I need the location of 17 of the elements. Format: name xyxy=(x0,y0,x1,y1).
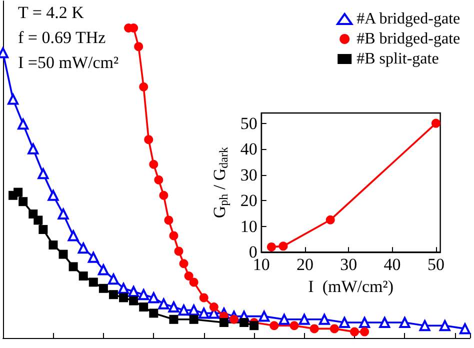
y-tick-label: 50 xyxy=(240,114,258,133)
annotation: f = 0.69 THz xyxy=(18,28,106,47)
y-tick-label: 20 xyxy=(240,191,258,210)
x-tick-label: 40 xyxy=(384,255,401,274)
legend-label: #B split-gate xyxy=(356,50,439,68)
x-axis-title: I (mW/cm²) xyxy=(308,277,394,296)
legend-label: #B bridged-gate xyxy=(356,30,460,48)
legend-label: #A bridged-gate xyxy=(356,10,460,28)
x-tick-label: 30 xyxy=(340,255,358,274)
y-tick-label: 10 xyxy=(240,216,258,236)
y-axis-title: Gph / Gdark xyxy=(210,147,230,218)
y-tick-label: 40 xyxy=(240,140,258,159)
x-tick-label: 20 xyxy=(296,255,314,274)
text: T = 4.2 K xyxy=(18,3,85,22)
x-tick-label: 50 xyxy=(427,255,444,274)
annotation: I =50 mW/cm² xyxy=(18,53,119,72)
y-tick-label: 30 xyxy=(240,165,258,184)
